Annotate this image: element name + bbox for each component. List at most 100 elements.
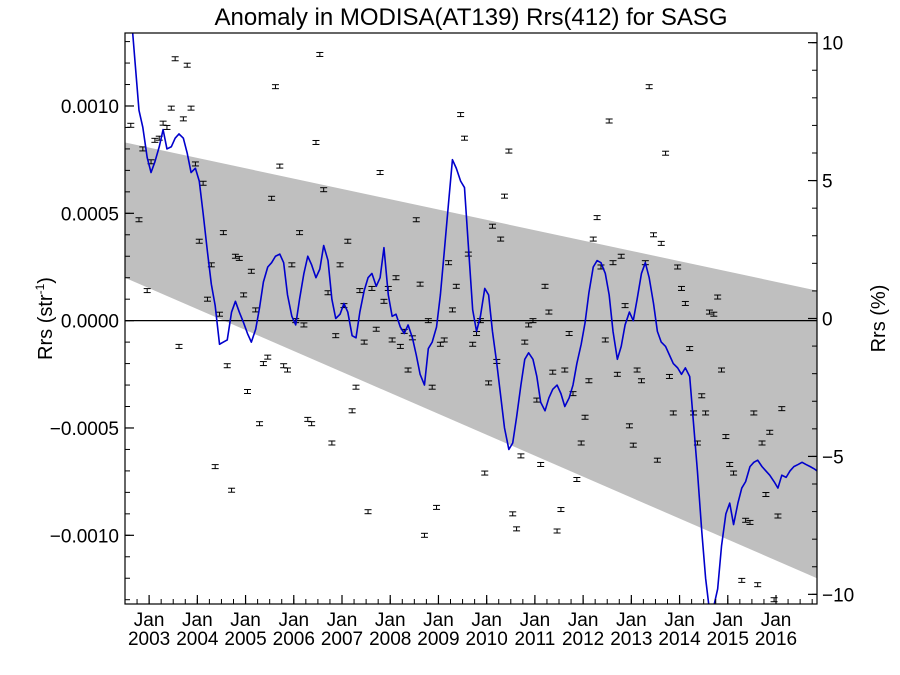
data-point xyxy=(714,294,722,300)
data-point xyxy=(304,416,312,422)
data-point xyxy=(513,526,521,532)
data-point xyxy=(774,513,782,519)
data-point xyxy=(669,410,677,416)
data-point xyxy=(581,414,589,420)
data-point xyxy=(256,421,264,427)
data-point xyxy=(171,56,179,62)
data-point xyxy=(231,253,239,259)
x-tick-month-label: Jan xyxy=(423,610,454,631)
data-point xyxy=(738,577,746,583)
plot-area xyxy=(125,33,817,604)
y-left-tick-label: 0.0000 xyxy=(61,312,119,333)
data-point xyxy=(412,217,420,223)
data-point xyxy=(613,371,621,377)
x-tick-year-label: 2011 xyxy=(514,629,555,650)
data-point xyxy=(718,367,726,373)
data-point xyxy=(203,296,211,302)
y-axis-left-label-sup: -1 xyxy=(33,283,47,294)
data-point xyxy=(681,300,689,306)
data-point xyxy=(778,406,786,412)
x-tick-year-label: 2008 xyxy=(369,629,411,650)
data-point xyxy=(665,373,673,379)
data-point xyxy=(288,262,296,268)
data-point xyxy=(698,393,706,399)
data-point xyxy=(662,150,670,156)
data-point xyxy=(372,326,380,332)
x-tick-month-label: Jan xyxy=(375,610,406,631)
data-point xyxy=(356,288,364,294)
x-tick-year-label: 2005 xyxy=(224,629,266,650)
data-point xyxy=(650,232,658,238)
data-point xyxy=(533,397,541,403)
x-tick-year-label: 2003 xyxy=(128,629,170,650)
data-point xyxy=(742,517,750,523)
data-point xyxy=(336,262,344,268)
data-point xyxy=(758,440,766,446)
x-tick-year-label: 2012 xyxy=(562,629,604,650)
data-point xyxy=(460,135,468,141)
y-right-tick-label: 10 xyxy=(822,34,843,55)
x-tick-month-label: Jan xyxy=(182,610,213,631)
data-point xyxy=(657,240,665,246)
data-point xyxy=(135,217,143,223)
data-point xyxy=(163,124,171,130)
data-point xyxy=(235,255,243,261)
data-point xyxy=(633,367,641,373)
data-point xyxy=(481,470,489,476)
y-axis-right-label: Rrs (%) xyxy=(868,285,890,353)
data-point xyxy=(433,504,441,510)
data-point xyxy=(557,507,565,513)
data-point xyxy=(609,260,617,266)
data-point xyxy=(457,112,465,118)
data-point xyxy=(320,187,328,193)
x-tick-year-label: 2004 xyxy=(176,629,219,650)
data-point xyxy=(573,476,581,482)
y-axis-left-label: Rrs (str-1) xyxy=(33,277,57,360)
y-left-tick-label: 0.0005 xyxy=(61,204,119,225)
data-point xyxy=(183,62,191,68)
data-point xyxy=(364,509,372,515)
data-point xyxy=(529,318,537,324)
data-point xyxy=(517,453,525,459)
data-point xyxy=(509,511,517,517)
data-point xyxy=(424,318,432,324)
data-point xyxy=(497,236,505,242)
data-point xyxy=(159,120,167,126)
data-point xyxy=(127,122,135,128)
x-tick-month-label: Jan xyxy=(230,610,261,631)
x-tick-year-label: 2014 xyxy=(658,629,701,650)
x-tick-month-label: Jan xyxy=(278,610,309,631)
data-point xyxy=(376,170,384,176)
data-point xyxy=(686,346,694,352)
data-point xyxy=(388,337,396,343)
data-point xyxy=(179,116,187,122)
y-left-tick-label: 0.0010 xyxy=(61,97,119,118)
data-point xyxy=(219,230,227,236)
trend-line xyxy=(131,33,817,604)
x-tick-month-label: Jan xyxy=(616,610,647,631)
data-point xyxy=(392,275,400,281)
data-point xyxy=(452,283,460,289)
data-point xyxy=(621,303,629,309)
y-left-tick-label: −0.0010 xyxy=(50,526,119,547)
x-tick-month-label: Jan xyxy=(761,610,792,631)
x-tick-year-label: 2013 xyxy=(610,629,652,650)
data-point xyxy=(593,215,601,221)
x-tick-month-label: Jan xyxy=(471,610,502,631)
chart-title: Anomaly in MODISA(AT139) Rrs(412) for SA… xyxy=(214,4,727,31)
x-tick-year-label: 2015 xyxy=(707,629,749,650)
data-point xyxy=(396,343,404,349)
data-point xyxy=(726,461,734,467)
data-point xyxy=(428,384,436,390)
data-point xyxy=(187,105,195,111)
data-point xyxy=(143,288,151,294)
data-point xyxy=(485,380,493,386)
data-point xyxy=(199,180,207,186)
data-point xyxy=(541,283,549,289)
uncertainty-band xyxy=(125,142,817,579)
data-point xyxy=(629,442,637,448)
y-right-tick-label: 0 xyxy=(822,310,833,331)
x-tick-year-label: 2016 xyxy=(755,629,797,650)
axes: 0.0010 0.0005 0.0000 −0.0005 −0.0010 10 5 0 −5 −1… xyxy=(50,32,854,650)
data-point xyxy=(469,341,477,347)
